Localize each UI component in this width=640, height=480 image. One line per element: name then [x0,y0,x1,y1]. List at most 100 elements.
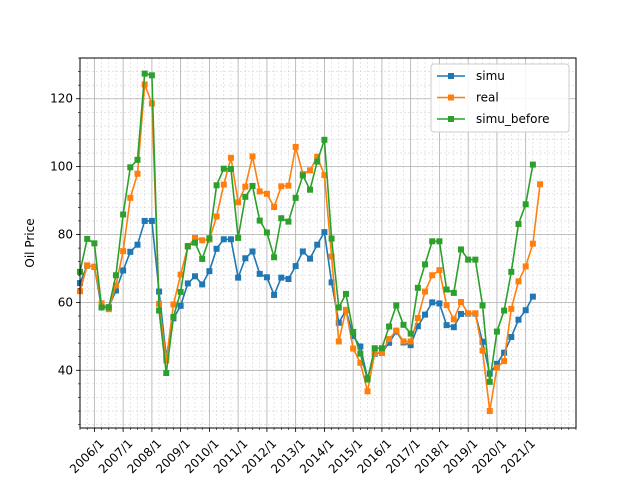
data-point [414,315,421,322]
data-point [256,217,263,224]
data-point [429,238,436,245]
data-point [328,279,335,286]
series-line [79,220,534,380]
y-axis-label: Oil Price [23,218,37,267]
data-point [249,248,256,255]
y-tick-label: 100 [50,160,73,174]
data-point [292,194,299,201]
data-point [307,186,314,193]
y-tick-label: 80 [58,228,73,242]
data-point [235,199,242,206]
data-point [443,286,450,293]
data-point [263,274,270,281]
data-point [263,190,270,197]
data-point [263,229,270,236]
data-point [271,291,278,298]
data-point [508,334,515,341]
data-point [256,270,263,277]
legend-item-real: real [437,91,499,105]
data-point [501,358,508,365]
data-point [465,310,472,317]
series-line [79,72,534,383]
data-point [457,299,464,306]
data-point [249,182,256,189]
data-point [278,183,285,190]
data-point [271,254,278,261]
data-point [112,272,119,279]
data-point [91,264,98,271]
legend-box [430,63,570,133]
data-point [429,272,436,279]
data-point [134,241,141,248]
data-point [486,408,493,415]
data-point [364,388,371,395]
data-point [400,338,407,345]
data-point [357,343,364,350]
data-point [220,181,227,188]
data-point [192,239,199,246]
data-point [335,338,342,345]
data-point [342,290,349,297]
y-tick-label: 40 [58,363,73,377]
data-point [342,306,349,313]
data-point [307,167,314,174]
data-point [529,161,536,168]
data-point [127,248,134,255]
data-point [91,240,98,247]
data-point [501,349,508,356]
data-point [450,316,457,323]
data-point [393,327,400,334]
data-point [472,310,479,317]
data-point [292,143,299,150]
data-point [522,263,529,270]
data-point [450,324,457,331]
plot-frame [79,57,577,429]
data-point [278,215,285,222]
data-point [213,182,220,189]
data-point [400,321,407,328]
data-point [127,164,134,171]
data-point [285,218,292,225]
data-point [120,248,127,255]
data-point [112,282,119,289]
data-point [299,172,306,179]
data-point [177,288,184,295]
data-point [134,156,141,163]
legend: simu real simu_before [430,63,570,133]
data-point [285,182,292,189]
data-point [350,345,357,352]
y-tick-label: 60 [58,295,73,309]
data-point [220,236,227,243]
data-point [407,338,414,345]
series-simu_before [77,70,536,385]
data-point [314,241,321,248]
data-point [537,181,544,188]
data-point [457,310,464,317]
data-point [199,237,206,244]
data-point [350,333,357,340]
data-point [479,338,486,345]
legend-label: simu_before [476,112,550,126]
data-point [436,300,443,307]
data-point [429,299,436,306]
data-point [515,278,522,285]
data-point [522,307,529,314]
data-point [141,81,148,88]
data-point [357,350,364,357]
data-point [350,328,357,335]
data-point [120,267,127,274]
legend-swatch-marker [448,116,454,122]
data-point [220,165,227,172]
data-point [235,234,242,241]
data-point [486,378,493,385]
legend-item-simu: simu [437,69,505,83]
data-point [472,256,479,263]
data-point [371,345,378,352]
data-point [206,268,213,275]
data-point [378,349,385,356]
data-point [242,255,249,262]
data-point [84,235,91,242]
data-point [227,154,234,161]
data-point [184,243,191,250]
data-point [98,304,105,311]
